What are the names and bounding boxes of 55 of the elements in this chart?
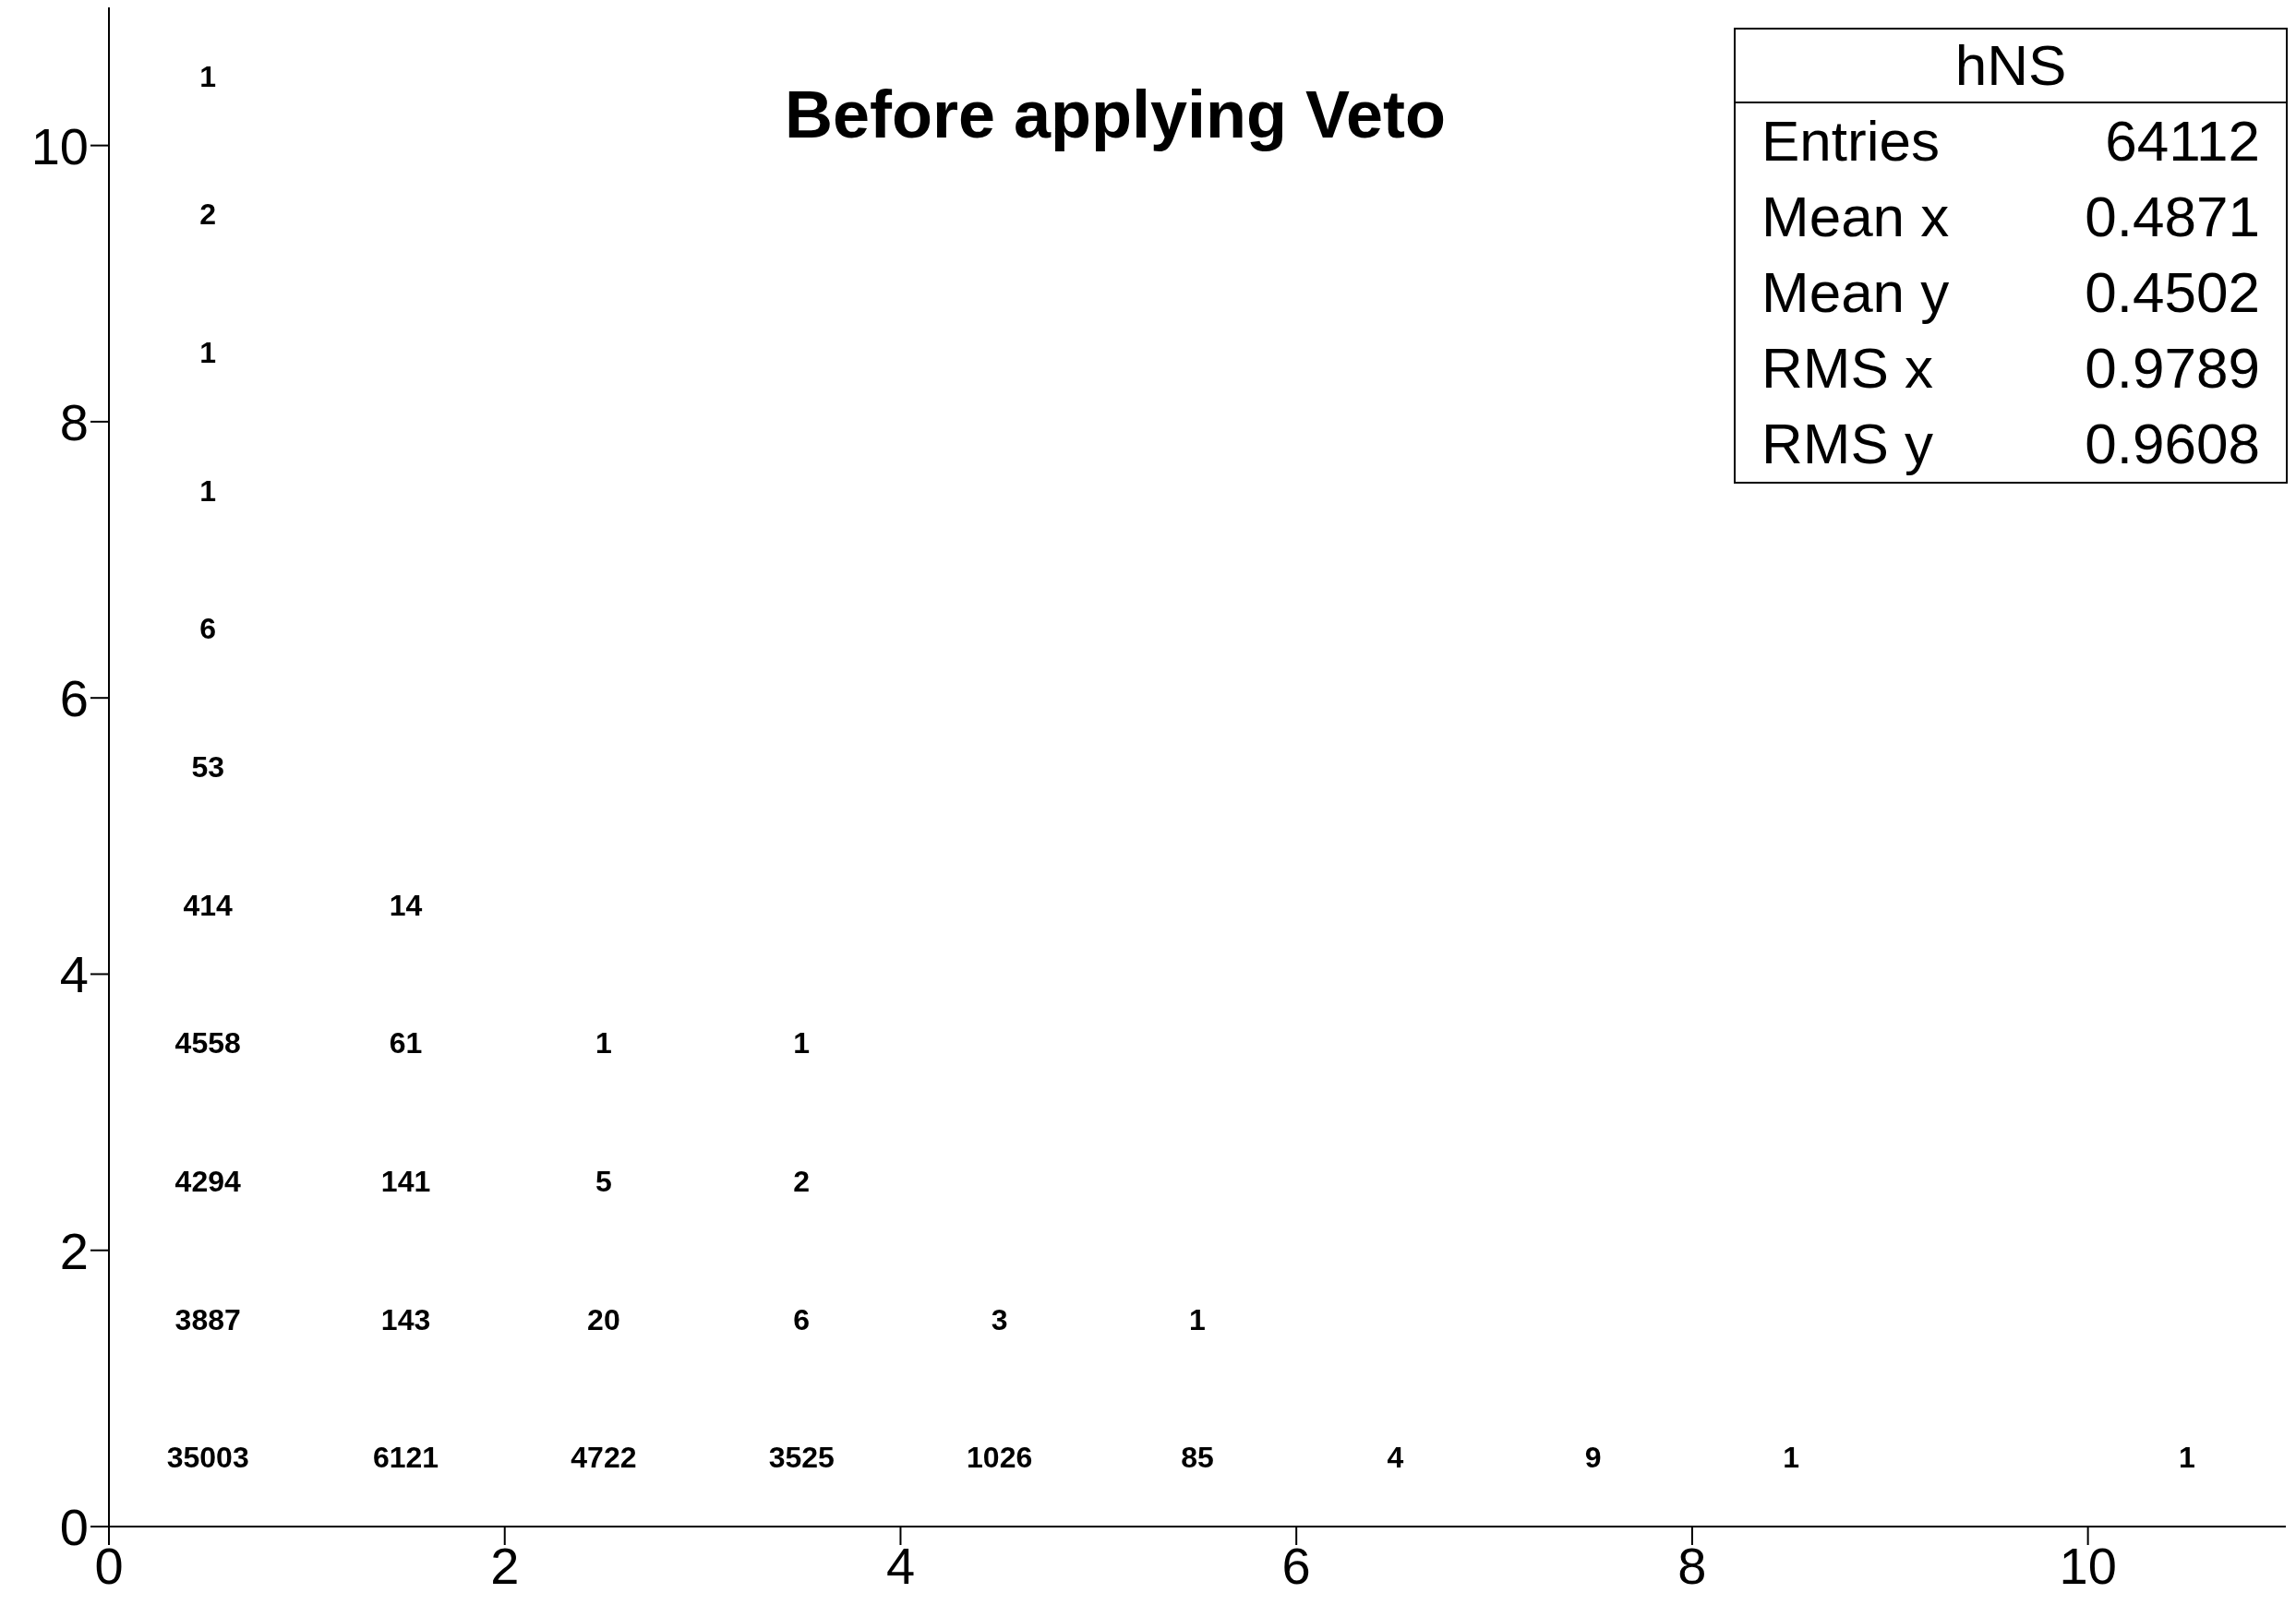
x-tick-label: 10 [2059,1536,2117,1595]
data-label: 4 [1387,1441,1404,1475]
data-label: 4294 [174,1164,241,1198]
data-label: 9 [1584,1441,1602,1475]
data-label: 1 [1783,1441,1799,1475]
data-label: 20 [587,1302,620,1336]
data-label: 6121 [372,1441,439,1475]
annotation: 0.9789 [2085,335,2260,401]
annotation: hNS [1736,30,2286,103]
data-label: 1 [2178,1441,2195,1475]
data-label: 1 [1189,1302,1206,1336]
y-tick-label: 8 [59,392,89,451]
y-tick-label: 0 [59,1497,89,1556]
data-label: 53 [191,750,224,784]
y-tick-label: 10 [30,116,89,175]
data-label: 35003 [166,1441,249,1475]
data-label: 85 [1181,1441,1214,1475]
data-label: 141 [380,1164,431,1198]
data-label: 1 [199,336,217,370]
data-label: 1026 [967,1441,1033,1475]
annotation: 0.4871 [2085,184,2260,250]
y-tick-label: 2 [59,1221,89,1280]
data-label: 3 [991,1302,1008,1336]
data-label: 4722 [571,1441,637,1475]
x-tick-label: 6 [1281,1536,1311,1595]
annotation: 64112 [2105,108,2260,174]
data-label: 143 [380,1302,431,1336]
annotation: Entries [1761,108,1940,174]
y-tick-label: 4 [59,945,89,1004]
data-label: 3887 [174,1302,241,1336]
data-label: 61 [389,1026,423,1060]
data-label: 1 [595,1026,612,1060]
data-label: 1 [793,1026,811,1060]
annotation: 0.4502 [2085,259,2260,326]
annotation: RMS y [1761,411,1933,477]
x-tick-label: 4 [885,1536,916,1595]
x-tick-label: 8 [1677,1536,1707,1595]
data-label: 1 [199,59,217,93]
data-label: 414 [183,888,234,922]
annotation: 0.9608 [2085,411,2260,477]
annotation: Mean y [1761,259,1950,326]
data-label: 4558 [174,1026,241,1060]
data-label: 3525 [768,1441,835,1475]
data-label: 2 [199,198,217,232]
data-label: 1 [199,473,217,508]
annotation: RMS x [1761,335,1933,401]
data-label: 5 [595,1164,612,1198]
data-label: 6 [793,1302,811,1336]
data-label: 6 [199,612,217,646]
data-label: 14 [389,888,423,922]
x-tick-label: 2 [490,1536,520,1595]
annotation: Mean x [1761,184,1950,250]
data-label: 2 [793,1164,811,1198]
text: Before applying Veto [783,77,1448,152]
y-tick-label: 6 [59,669,89,728]
